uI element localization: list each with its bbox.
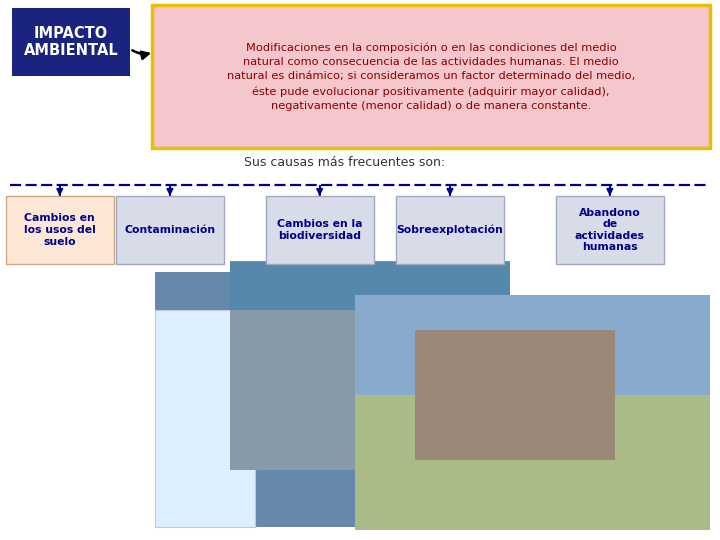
- Text: Cambios en la
biodiversidad: Cambios en la biodiversidad: [277, 219, 362, 241]
- FancyBboxPatch shape: [415, 330, 615, 460]
- FancyBboxPatch shape: [12, 8, 130, 76]
- FancyBboxPatch shape: [396, 196, 504, 264]
- FancyBboxPatch shape: [266, 196, 374, 264]
- FancyBboxPatch shape: [6, 196, 114, 264]
- FancyBboxPatch shape: [355, 295, 710, 395]
- FancyBboxPatch shape: [556, 196, 664, 264]
- FancyBboxPatch shape: [116, 196, 224, 264]
- FancyBboxPatch shape: [152, 5, 710, 148]
- Text: Contaminación: Contaminación: [125, 225, 215, 235]
- FancyBboxPatch shape: [355, 295, 710, 530]
- Text: Modificaciones en la composición o en las condiciones del medio
natural como con: Modificaciones en la composición o en la…: [227, 42, 635, 111]
- Text: Sobreexplotación: Sobreexplotación: [397, 225, 503, 235]
- FancyBboxPatch shape: [155, 310, 255, 527]
- FancyBboxPatch shape: [230, 262, 510, 342]
- Text: Cambios en
los usos del
suelo: Cambios en los usos del suelo: [24, 213, 96, 247]
- FancyBboxPatch shape: [155, 272, 390, 527]
- Text: Abandono
de
actividades
humanas: Abandono de actividades humanas: [575, 207, 645, 252]
- FancyBboxPatch shape: [230, 310, 430, 470]
- Text: IMPACTO
AMBIENTAL: IMPACTO AMBIENTAL: [24, 26, 118, 58]
- FancyBboxPatch shape: [230, 261, 510, 301]
- Text: Sus causas más frecuentes son:: Sus causas más frecuentes son:: [244, 157, 446, 170]
- FancyBboxPatch shape: [355, 395, 710, 530]
